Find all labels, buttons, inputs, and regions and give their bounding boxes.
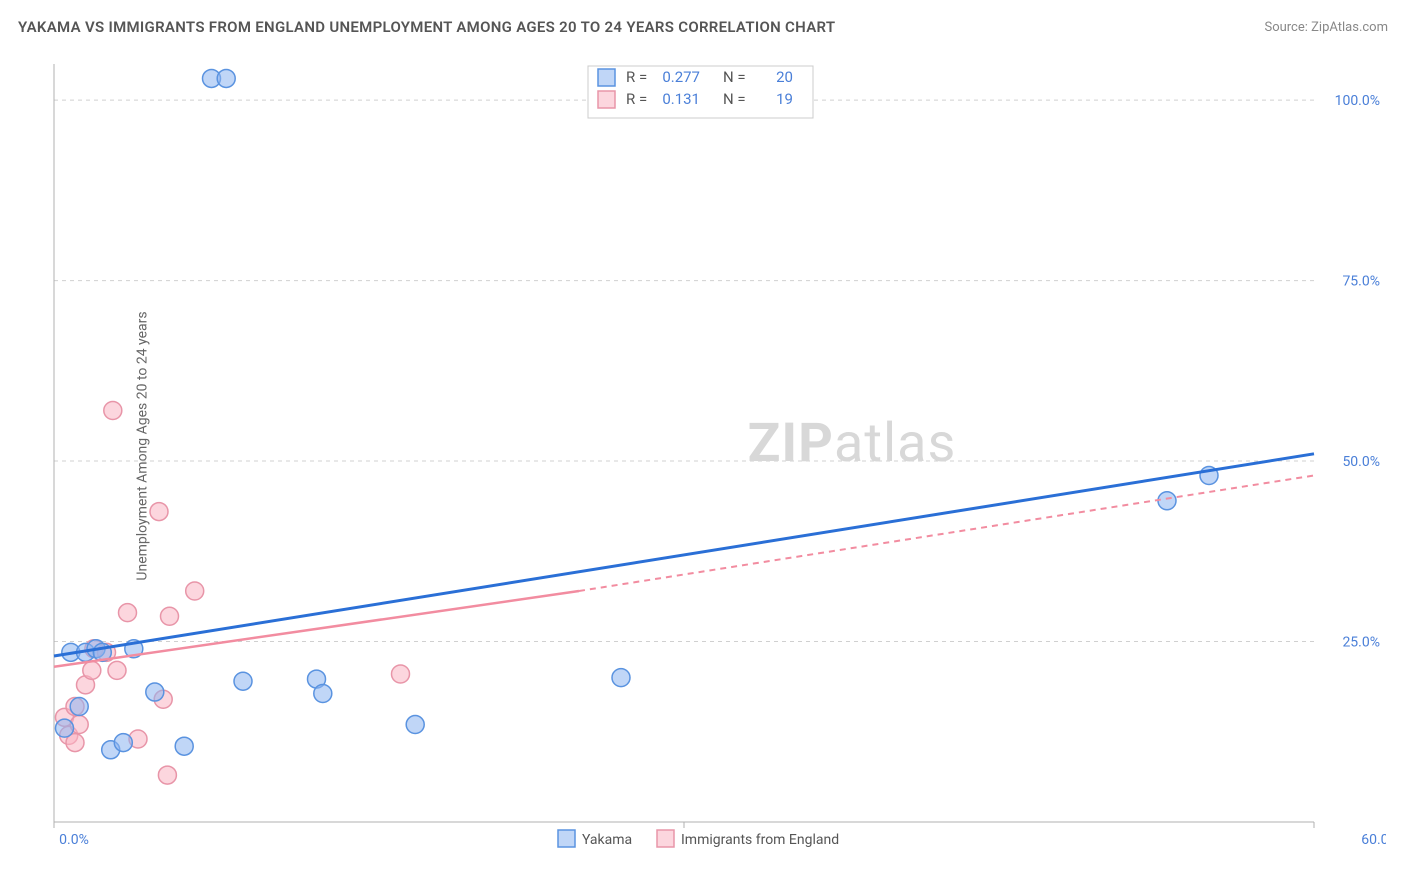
legend-bottom-swatch	[657, 830, 674, 847]
data-point-pink	[186, 582, 204, 600]
legend-n-value: 19	[776, 90, 793, 108]
data-point-pink	[150, 503, 168, 521]
data-point-blue	[146, 683, 164, 701]
data-point-blue	[70, 697, 88, 715]
watermark: ZIPatlas	[748, 412, 957, 475]
data-point-blue	[406, 716, 424, 734]
data-point-blue	[234, 672, 252, 690]
legend-n-label: N =	[723, 90, 746, 108]
legend-r-label: R =	[626, 90, 647, 108]
legend-bottom-label: Immigrants from England	[681, 832, 839, 848]
legend-bottom-swatch	[558, 830, 575, 847]
chart-title: YAKAMA VS IMMIGRANTS FROM ENGLAND UNEMPL…	[18, 18, 835, 36]
data-point-pink	[392, 665, 410, 683]
data-point-blue	[612, 669, 630, 687]
data-point-pink	[108, 661, 126, 679]
data-point-pink	[161, 607, 179, 625]
trendline-pink-dashed	[579, 475, 1314, 591]
data-point-blue	[175, 737, 193, 755]
chart-source: Source: ZipAtlas.com	[1264, 20, 1388, 35]
chart-header: YAKAMA VS IMMIGRANTS FROM ENGLAND UNEMPL…	[18, 18, 1388, 36]
y-tick-label: 100.0%	[1335, 93, 1380, 109]
data-point-pink	[158, 766, 176, 784]
chart-plot-area: 25.0% 50.0% 75.0% 100.0% ZIPatlas R = 0.277 N =…	[50, 60, 1386, 852]
legend-bottom-label: Yakama	[582, 832, 632, 848]
x-tick-label: 0.0%	[59, 832, 89, 848]
data-point-pink	[83, 661, 101, 679]
legend-swatch	[598, 69, 615, 86]
trendline-pink-solid	[54, 591, 579, 667]
legend-r-value: 0.277	[662, 68, 700, 86]
data-point-blue	[56, 719, 74, 737]
y-tick-label: 50.0%	[1342, 454, 1380, 470]
legend-r-value: 0.131	[662, 90, 700, 108]
legend-swatch	[598, 91, 615, 108]
data-point-blue	[217, 69, 235, 87]
legend-n-label: N =	[723, 68, 746, 86]
data-point-pink	[104, 402, 122, 420]
legend-n-value: 20	[776, 68, 793, 86]
data-point-pink	[119, 604, 137, 622]
data-point-blue	[314, 685, 332, 703]
legend-r-label: R =	[626, 68, 647, 86]
data-point-blue	[114, 734, 132, 752]
scatter-chart: 25.0% 50.0% 75.0% 100.0% ZIPatlas R = 0.277 N =…	[50, 60, 1386, 852]
data-point-blue	[1158, 492, 1176, 510]
y-tick-label: 25.0%	[1342, 635, 1380, 651]
x-tick-label: 60.0%	[1361, 832, 1386, 848]
y-tick-label: 75.0%	[1342, 274, 1380, 290]
trendline-blue	[54, 454, 1314, 656]
